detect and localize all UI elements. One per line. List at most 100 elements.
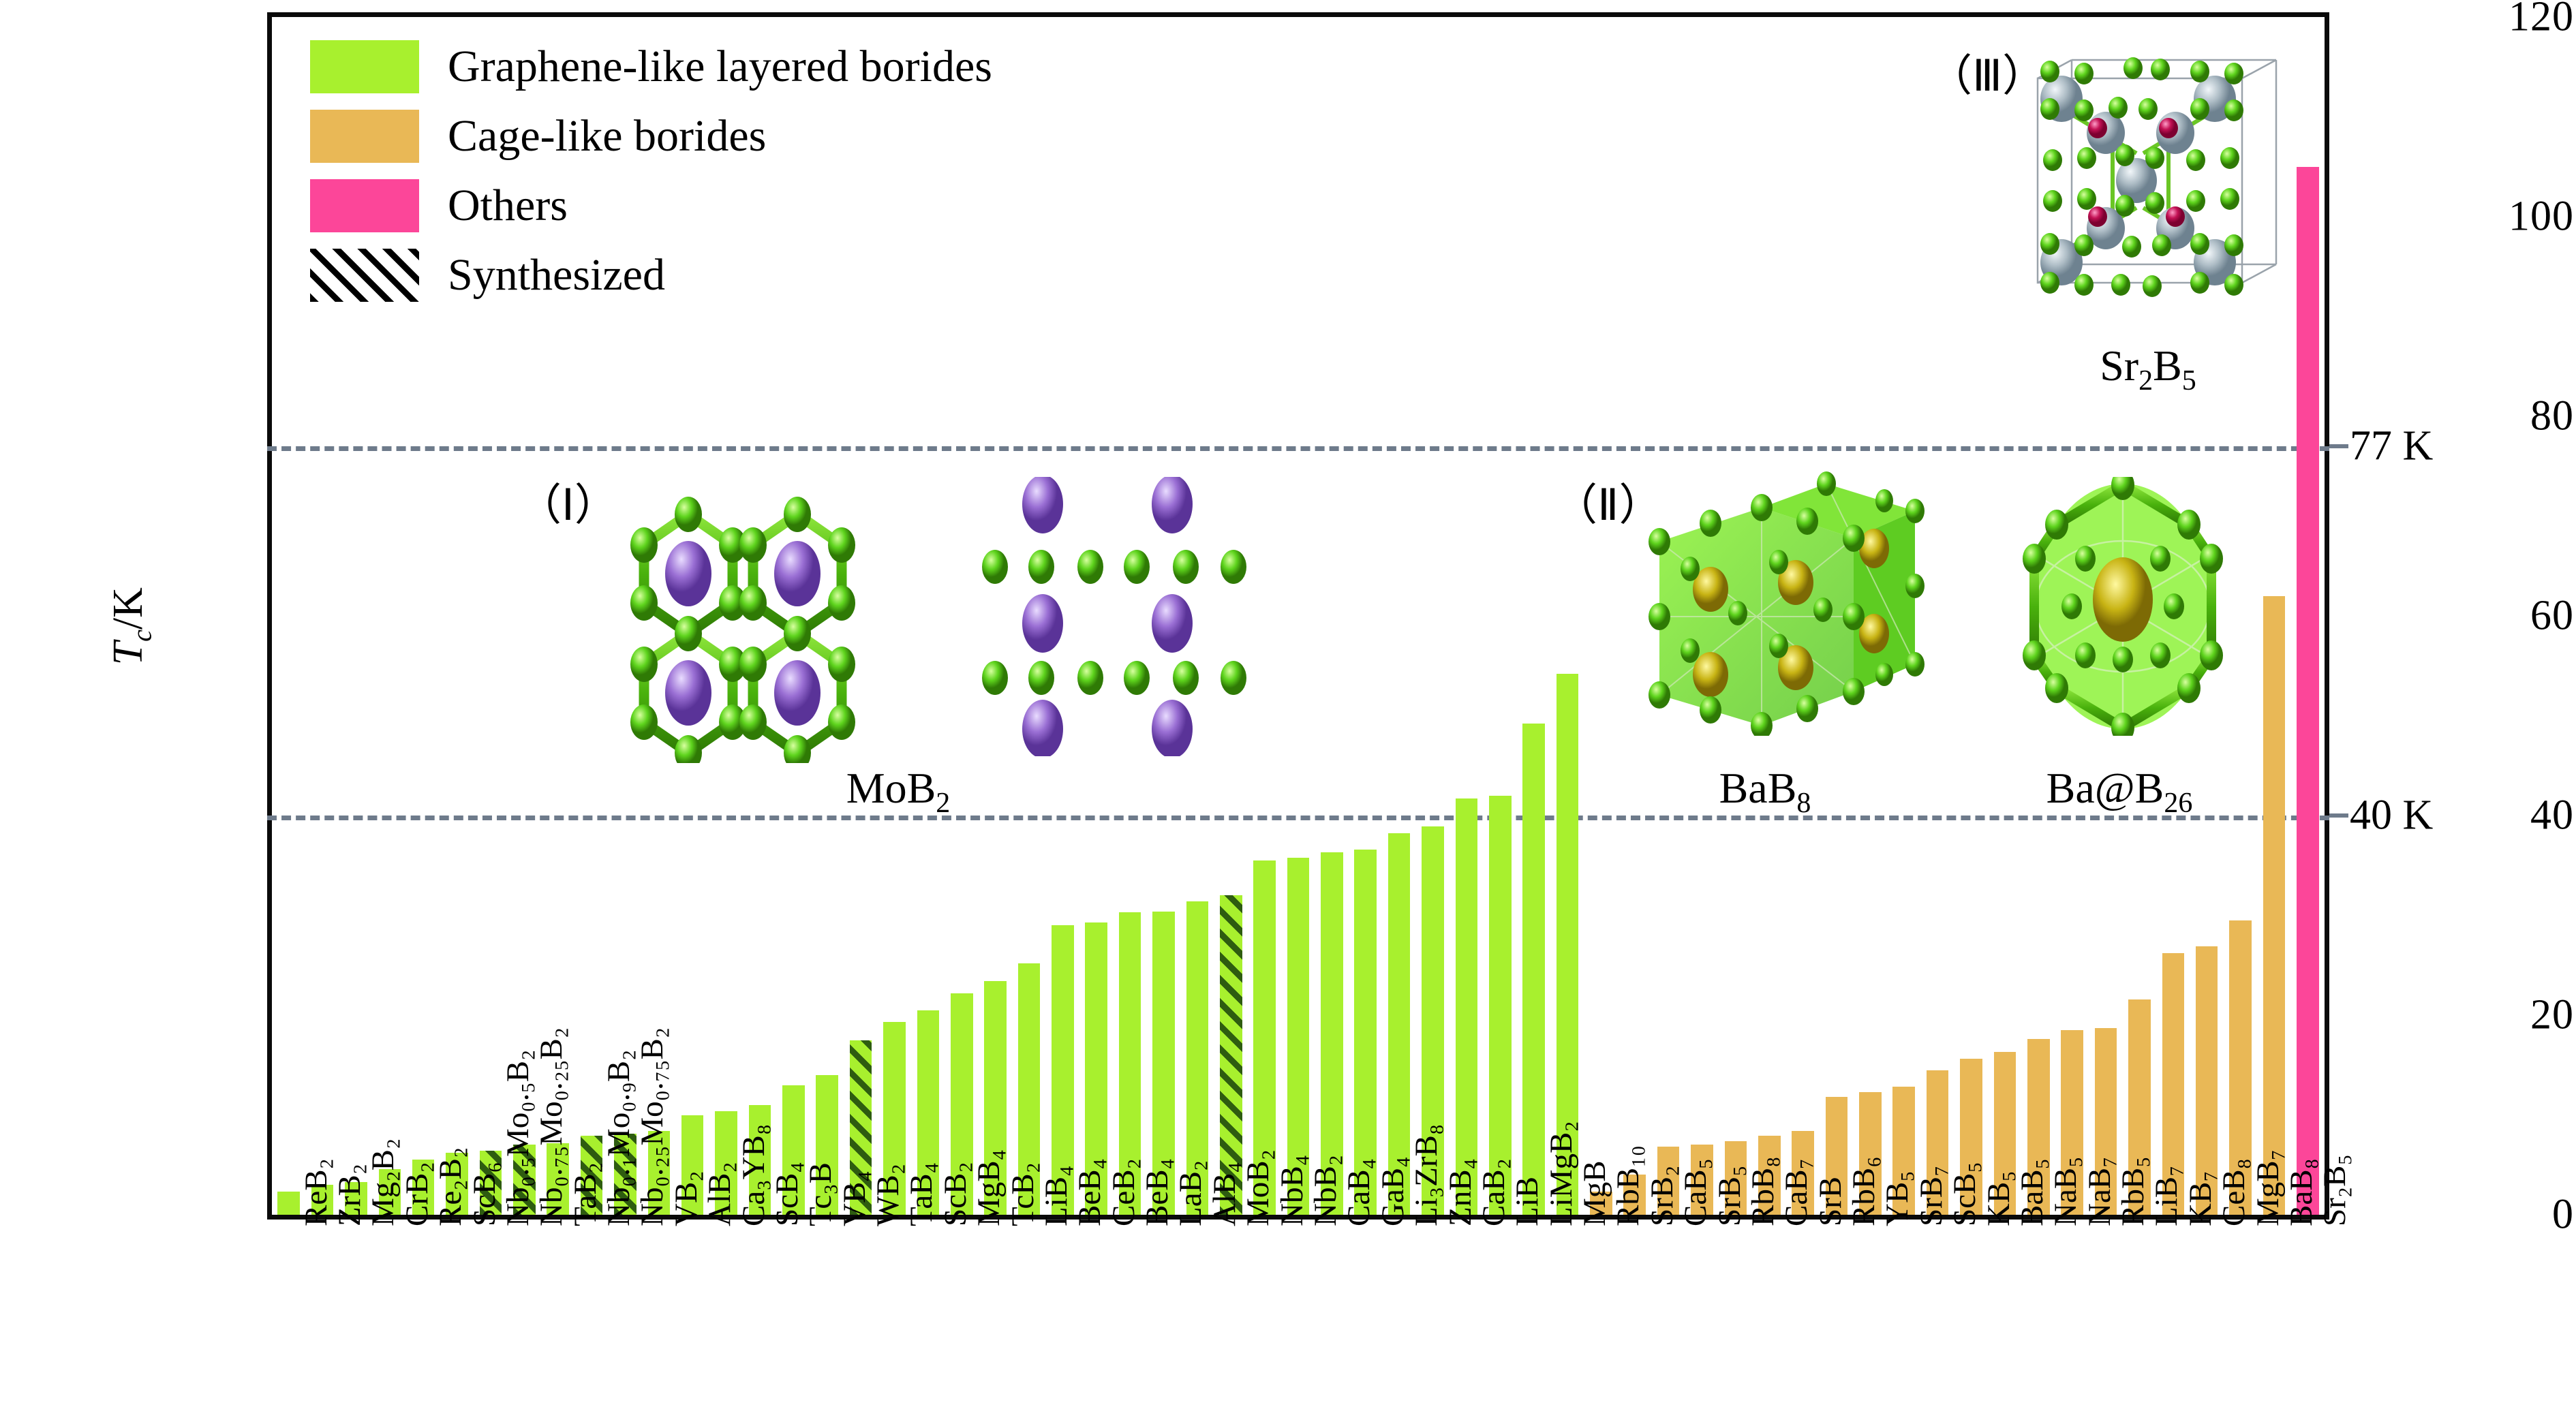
x-tick-label: LaB₂ [1173,1160,1209,1226]
bar[interactable] [614,1134,637,1215]
x-tick-label: TaB₄ [904,1162,940,1226]
bar[interactable] [1926,1070,1949,1215]
reference-line [267,446,2329,451]
x-tick-label: SrB₅ [1711,1165,1747,1226]
x-tick-label: RbB₆ [1846,1156,1882,1226]
bar[interactable] [1623,1175,1646,1215]
x-tick-label: Li₃ZrB₈ [1409,1123,1445,1226]
bar[interactable] [681,1115,704,1215]
y-tick-label: 60 [2530,592,2574,639]
bar[interactable] [950,993,973,1215]
bar[interactable] [782,1085,805,1215]
legend-item[interactable]: Cage-like borides [310,107,992,165]
legend-item[interactable]: Others [310,176,992,234]
bar[interactable] [1118,912,1141,1215]
bar[interactable] [1758,1136,1781,1215]
inset-art-mob2 [593,477,947,771]
reference-line-label: 40 K [2350,792,2434,839]
bar[interactable] [446,1153,468,1215]
x-tick-label: KB₇ [2182,1170,2218,1226]
reference-line [267,816,2329,820]
bar[interactable] [513,1145,536,1215]
bar[interactable] [1455,798,1478,1215]
bar[interactable] [1287,857,1310,1215]
x-tick-label: Nb₀.₇₅Mo₀.₂₅B₂ [534,1027,570,1226]
bar[interactable] [1052,925,1074,1215]
bar[interactable] [1892,1087,1916,1215]
bar[interactable] [1993,1052,2017,1215]
bar[interactable] [277,1192,300,1215]
x-tick-label: CaB₅ [1678,1158,1714,1226]
bar[interactable] [1253,860,1276,1215]
bar[interactable] [1422,826,1444,1215]
bar[interactable] [1825,1097,1848,1215]
bar[interactable] [917,1010,940,1215]
bar[interactable] [345,1181,367,1215]
bar[interactable] [748,1104,771,1215]
bar[interactable] [1556,673,1579,1215]
bar[interactable] [580,1136,603,1215]
bar[interactable] [1590,1192,1612,1215]
bar[interactable] [984,981,1007,1215]
bar[interactable] [1960,1059,1982,1215]
x-tick-label: ZnB₄ [1442,1158,1478,1226]
x-tick-label: MoB₂ [1240,1149,1276,1226]
bar[interactable] [2229,920,2252,1215]
bar[interactable] [479,1151,502,1215]
bar[interactable] [1488,795,1512,1215]
bar[interactable] [412,1160,435,1215]
x-tick-label: Tc₃B [803,1162,839,1226]
bar[interactable] [311,1185,334,1215]
bar[interactable] [2094,1028,2117,1215]
inset-art-mob2-side [968,475,1261,760]
x-tick-label: Sr₂B₅ [2317,1154,2353,1226]
x-tick-label: LiB₄ [1038,1165,1074,1226]
bar[interactable] [2162,953,2185,1215]
bar[interactable] [1219,895,1242,1215]
bar[interactable] [2128,999,2151,1215]
bar[interactable] [1691,1145,1713,1215]
bar[interactable] [2027,1039,2050,1215]
bar[interactable] [1522,724,1545,1215]
legend-label: Synthesized [448,249,665,300]
bar[interactable] [1657,1147,1680,1215]
bar[interactable] [1152,911,1175,1215]
x-tick-label: Nb₀.₂₅Mo₀.₇₅B₂ [634,1027,671,1226]
bar[interactable] [1724,1140,1747,1215]
bar[interactable] [1859,1091,1882,1215]
legend-item[interactable]: Graphene-like layered borides [310,37,992,95]
bar[interactable] [1085,922,1108,1215]
legend-label: Cage-like borides [448,110,767,161]
bar[interactable] [1792,1130,1814,1215]
legend-label: Graphene-like layered borides [448,41,992,91]
bar[interactable] [1321,852,1343,1215]
bar[interactable] [547,1143,569,1215]
x-tick-label: Re₂B₂ [433,1147,469,1226]
bar[interactable] [1186,901,1209,1215]
bar[interactable] [647,1130,671,1215]
legend-item[interactable]: Synthesized [310,246,992,304]
bar[interactable] [849,1040,872,1215]
bar[interactable] [2195,946,2218,1215]
bar[interactable] [2061,1029,2083,1215]
x-tick-label: NaB₅ [2048,1156,2084,1226]
bar[interactable] [1354,849,1377,1215]
bar[interactable] [816,1074,838,1215]
bar[interactable] [715,1111,737,1215]
inset-art-bab8 [1622,470,1929,739]
bar[interactable] [378,1168,401,1215]
x-tick-label: NaB₇ [2081,1156,2117,1226]
bar[interactable] [1387,833,1411,1215]
x-tick-label: SrB [1812,1176,1848,1226]
bar[interactable] [2263,595,2286,1215]
x-tick-label: ScB₅ [1947,1162,1983,1226]
bar[interactable] [883,1022,906,1215]
bar[interactable] [1017,963,1041,1215]
x-tick-label: Nb₀.₅Mo₀.₅B₂ [500,1049,536,1226]
x-tick-label: ZrB₂ [332,1163,368,1226]
x-tick-label: MgB [1577,1160,1613,1226]
x-tick-label: MgB₇ [2250,1149,2286,1226]
bar[interactable] [2297,166,2319,1215]
x-tick-label: RbB₅ [2115,1156,2151,1226]
inset-caption-bab26: Ba@B26 [2046,764,2193,819]
